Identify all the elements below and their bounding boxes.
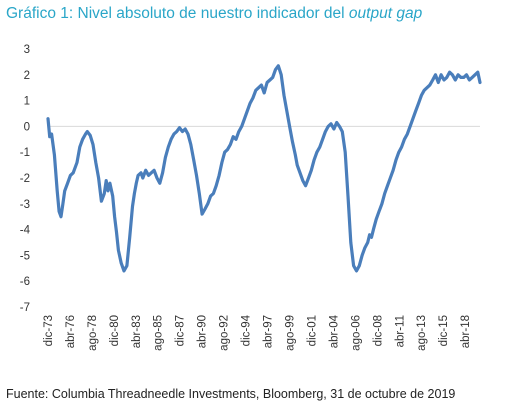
y-tick-label: -4 <box>20 225 31 237</box>
y-tick-label: 1 <box>24 96 30 108</box>
line-chart: 3 2 1 0 -1 -2 -3 -4 -5 -6 -7 dic-73 abr-76 ago-78 dic-… <box>20 44 482 351</box>
x-tick-label: ago-99 <box>284 315 296 351</box>
x-tick-label: abr-04 <box>328 314 340 348</box>
x-tick-label: dic-01 <box>306 315 318 346</box>
x-tick-label: ago-13 <box>416 315 428 351</box>
y-tick-label: -2 <box>20 173 30 185</box>
y-tick-label: 2 <box>24 70 30 82</box>
y-tick-label: -6 <box>20 276 30 288</box>
x-tick-label: ago-78 <box>87 315 99 351</box>
x-tick-label: dic-80 <box>109 315 121 346</box>
y-tick-label: -3 <box>20 199 30 211</box>
x-tick-label: abr-83 <box>131 315 143 348</box>
y-tick-label: -1 <box>20 147 30 159</box>
x-tick-label: ago-85 <box>153 315 165 351</box>
x-tick-label: dic-15 <box>438 315 450 346</box>
x-tick-label: dic-73 <box>43 315 55 346</box>
x-tick-label: abr-11 <box>394 315 406 347</box>
y-tick-label: 3 <box>24 44 30 56</box>
x-tick-label: dic-08 <box>372 315 384 346</box>
x-tick-label: abr-76 <box>65 315 77 348</box>
x-tick-label: abr-18 <box>460 315 472 348</box>
series-line <box>46 64 482 273</box>
x-tick-label: dic-87 <box>175 315 187 346</box>
source-note: Fuente: Columbia Threadneedle Investment… <box>6 387 456 401</box>
y-tick-label: -5 <box>20 250 30 262</box>
x-tick-label: ago-06 <box>350 315 362 351</box>
y-tick-label: 0 <box>24 121 30 133</box>
x-tick-label: abr-90 <box>197 315 209 348</box>
x-tick-label: abr-97 <box>263 315 275 348</box>
x-tick-label: dic-94 <box>241 314 253 346</box>
chart-title: Gráfico 1: Nivel absoluto de nuestro ind… <box>6 5 422 23</box>
y-tick-label: -7 <box>20 302 30 314</box>
chart-title-text: Gráfico 1: Nivel absoluto de nuestro ind… <box>6 5 349 22</box>
chart-title-italic: output gap <box>348 5 423 22</box>
x-tick-label: ago-92 <box>219 315 231 351</box>
